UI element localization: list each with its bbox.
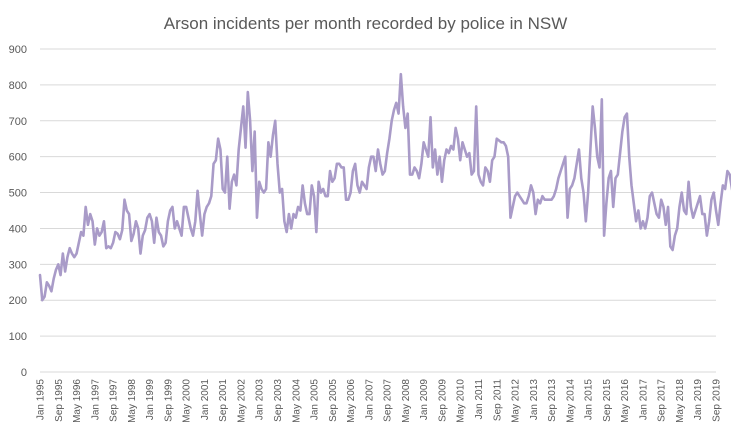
x-tick-label: May 2000 <box>182 379 193 423</box>
x-tick-label: Jan 1995 <box>36 379 47 421</box>
x-axis-ticks: Jan 1995 Sep 1995 May 1996 Jan 1997 Sep 1997… <box>36 379 723 423</box>
x-tick-label: May 1996 <box>72 379 83 423</box>
x-tick-label: Jan 2003 <box>255 379 266 421</box>
x-tick-label: May 2002 <box>236 379 247 423</box>
x-tick-label: Jan 2017 <box>638 379 649 421</box>
x-tick-label: Sep 2009 <box>437 379 448 422</box>
x-tick-label: Sep 2005 <box>328 379 339 422</box>
series-group <box>38 72 731 302</box>
y-tick-label: 500 <box>9 188 27 200</box>
x-tick-label: Sep 2001 <box>218 379 229 422</box>
x-tick-label: Jan 2015 <box>584 379 595 421</box>
x-tick-label: May 2006 <box>346 379 357 423</box>
x-tick-label: Sep 1997 <box>109 379 120 422</box>
x-tick-label: May 1998 <box>127 379 138 423</box>
y-tick-label: 800 <box>9 80 27 92</box>
x-tick-label: Sep 2019 <box>712 379 723 422</box>
x-tick-label: Sep 1995 <box>54 379 65 422</box>
x-tick-label: Jan 2007 <box>364 379 375 421</box>
y-tick-label: 100 <box>9 331 27 343</box>
y-tick-label: 900 <box>9 44 27 56</box>
x-tick-label: Sep 2011 <box>492 379 503 422</box>
x-tick-label: Jan 2009 <box>419 379 430 421</box>
x-tick-label: Sep 2007 <box>383 379 394 422</box>
x-tick-label: Jan 2005 <box>310 379 321 421</box>
series-line <box>38 72 731 302</box>
gridlines <box>40 48 716 373</box>
x-tick-label: May 2018 <box>675 379 686 423</box>
x-tick-label: Jan 2019 <box>693 379 704 421</box>
x-tick-label: Sep 2013 <box>547 379 558 422</box>
y-tick-label: 700 <box>9 116 27 128</box>
x-tick-label: Jan 2011 <box>474 379 485 420</box>
y-tick-label: 300 <box>9 259 27 271</box>
x-tick-label: Jan 2001 <box>200 379 211 421</box>
x-tick-label: Sep 1999 <box>163 379 174 422</box>
y-axis-ticks: 0 100 200 300 400 500 600 700 800 900 <box>9 44 27 379</box>
x-tick-label: May 2010 <box>456 379 467 423</box>
x-tick-label: Jan 2013 <box>529 379 540 421</box>
chart-title: Arson incidents per month recorded by po… <box>164 14 567 33</box>
y-tick-label: 400 <box>9 223 27 235</box>
x-tick-label: Sep 2015 <box>602 379 613 422</box>
x-tick-label: Sep 2003 <box>273 379 284 422</box>
x-tick-label: Jan 1997 <box>90 379 101 421</box>
y-tick-label: 0 <box>21 367 27 379</box>
x-tick-label: May 2008 <box>401 379 412 423</box>
x-tick-label: May 2004 <box>291 379 302 423</box>
x-tick-label: Sep 2017 <box>657 379 668 422</box>
x-tick-label: May 2014 <box>565 379 576 423</box>
y-tick-label: 200 <box>9 295 27 307</box>
x-tick-label: May 2016 <box>620 379 631 423</box>
x-tick-label: Jan 1999 <box>145 379 156 421</box>
y-tick-label: 600 <box>9 152 27 164</box>
x-tick-label: May 2012 <box>511 379 522 423</box>
